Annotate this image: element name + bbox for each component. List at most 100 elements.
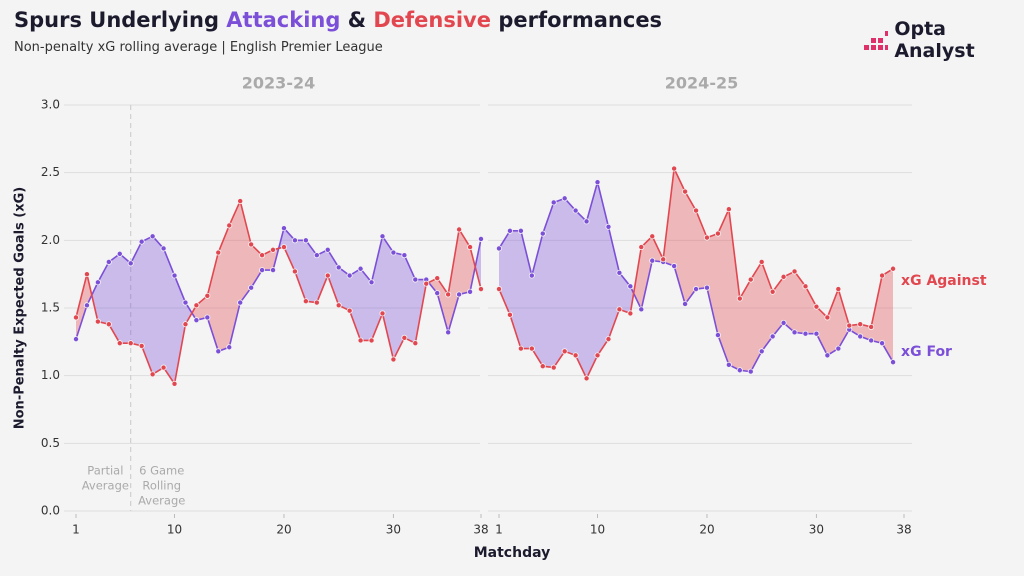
annotation: Partial	[87, 464, 123, 478]
x-tick-label: 1	[72, 523, 80, 537]
data-point	[703, 284, 710, 291]
data-point	[116, 340, 123, 347]
data-point	[693, 207, 700, 214]
data-point	[401, 252, 408, 259]
data-point	[539, 363, 546, 370]
data-point	[73, 314, 80, 321]
logo-text: Opta Analyst	[894, 18, 975, 62]
data-point	[215, 348, 222, 355]
data-point	[857, 333, 864, 340]
data-point	[280, 225, 287, 232]
data-point	[802, 283, 809, 290]
data-point	[868, 337, 875, 344]
data-point	[456, 226, 463, 233]
data-point	[456, 291, 463, 298]
data-point	[835, 345, 842, 352]
logo-icon	[864, 31, 889, 50]
data-point	[368, 279, 375, 286]
series-label: xG Against	[901, 273, 987, 289]
data-point	[660, 256, 667, 263]
data-point	[291, 268, 298, 275]
y-tick-label: 2.5	[41, 165, 60, 179]
data-point	[638, 306, 645, 313]
data-point	[270, 246, 277, 253]
data-point	[616, 306, 623, 313]
data-point	[171, 272, 178, 279]
data-point	[561, 348, 568, 355]
data-point	[550, 364, 557, 371]
data-point	[747, 276, 754, 283]
data-point	[313, 299, 320, 306]
data-point	[703, 234, 710, 241]
data-point	[182, 299, 189, 306]
data-point	[649, 233, 656, 240]
data-point	[324, 272, 331, 279]
data-point	[379, 233, 386, 240]
title-text: performances	[498, 8, 663, 32]
series-label: xG For	[901, 344, 952, 360]
data-point	[594, 352, 601, 359]
data-point	[506, 227, 513, 234]
data-point	[412, 340, 419, 347]
data-point	[324, 246, 331, 253]
data-point	[270, 267, 277, 274]
y-tick-label: 2.0	[41, 233, 60, 247]
data-point	[736, 367, 743, 374]
data-point	[445, 291, 452, 298]
data-point	[237, 198, 244, 205]
data-point	[495, 286, 502, 293]
data-point	[736, 295, 743, 302]
panel-title: 2023-24	[242, 74, 315, 93]
data-point	[561, 195, 568, 202]
data-point	[890, 359, 897, 366]
data-point	[412, 276, 419, 283]
data-point	[390, 356, 397, 363]
data-point	[627, 283, 634, 290]
data-point	[583, 218, 590, 225]
x-tick-label: 1	[495, 523, 503, 537]
data-point	[528, 345, 535, 352]
data-point	[259, 252, 266, 259]
x-tick-label: 38	[896, 523, 911, 537]
data-point	[149, 233, 156, 240]
data-point	[824, 314, 831, 321]
subtitle: Non-penalty xG rolling average | English…	[14, 40, 383, 55]
data-point	[127, 340, 134, 347]
data-point	[539, 230, 546, 237]
x-tick-label: 38	[473, 523, 488, 537]
data-point	[368, 337, 375, 344]
data-point	[73, 336, 80, 343]
data-point	[171, 380, 178, 387]
data-point	[94, 318, 101, 325]
x-tick-label: 30	[809, 523, 824, 537]
data-point	[160, 245, 167, 252]
data-point	[467, 244, 474, 251]
x-axis-label: Matchday	[474, 545, 551, 561]
data-point	[291, 237, 298, 244]
y-axis-label: Non-Penalty Expected Goals (xG)	[13, 187, 28, 430]
data-point	[390, 249, 397, 256]
data-point	[401, 334, 408, 341]
data-point	[605, 336, 612, 343]
title-text: &	[347, 8, 367, 32]
data-point	[780, 319, 787, 326]
x-tick-label: 10	[167, 523, 182, 537]
data-point	[335, 264, 342, 271]
data-point	[682, 188, 689, 195]
data-point	[857, 321, 864, 328]
x-tick-label: 20	[699, 523, 714, 537]
data-point	[477, 235, 484, 242]
title-defensive: Defensive	[373, 8, 491, 32]
data-point	[594, 179, 601, 186]
data-point	[182, 321, 189, 328]
data-point	[335, 302, 342, 309]
data-point	[237, 299, 244, 306]
data-point	[769, 333, 776, 340]
data-point	[813, 303, 820, 310]
data-point	[506, 311, 513, 318]
data-point	[105, 321, 112, 328]
title-attacking: Attacking	[226, 8, 341, 32]
data-point	[495, 245, 502, 252]
logo: Opta Analyst	[864, 18, 1024, 62]
